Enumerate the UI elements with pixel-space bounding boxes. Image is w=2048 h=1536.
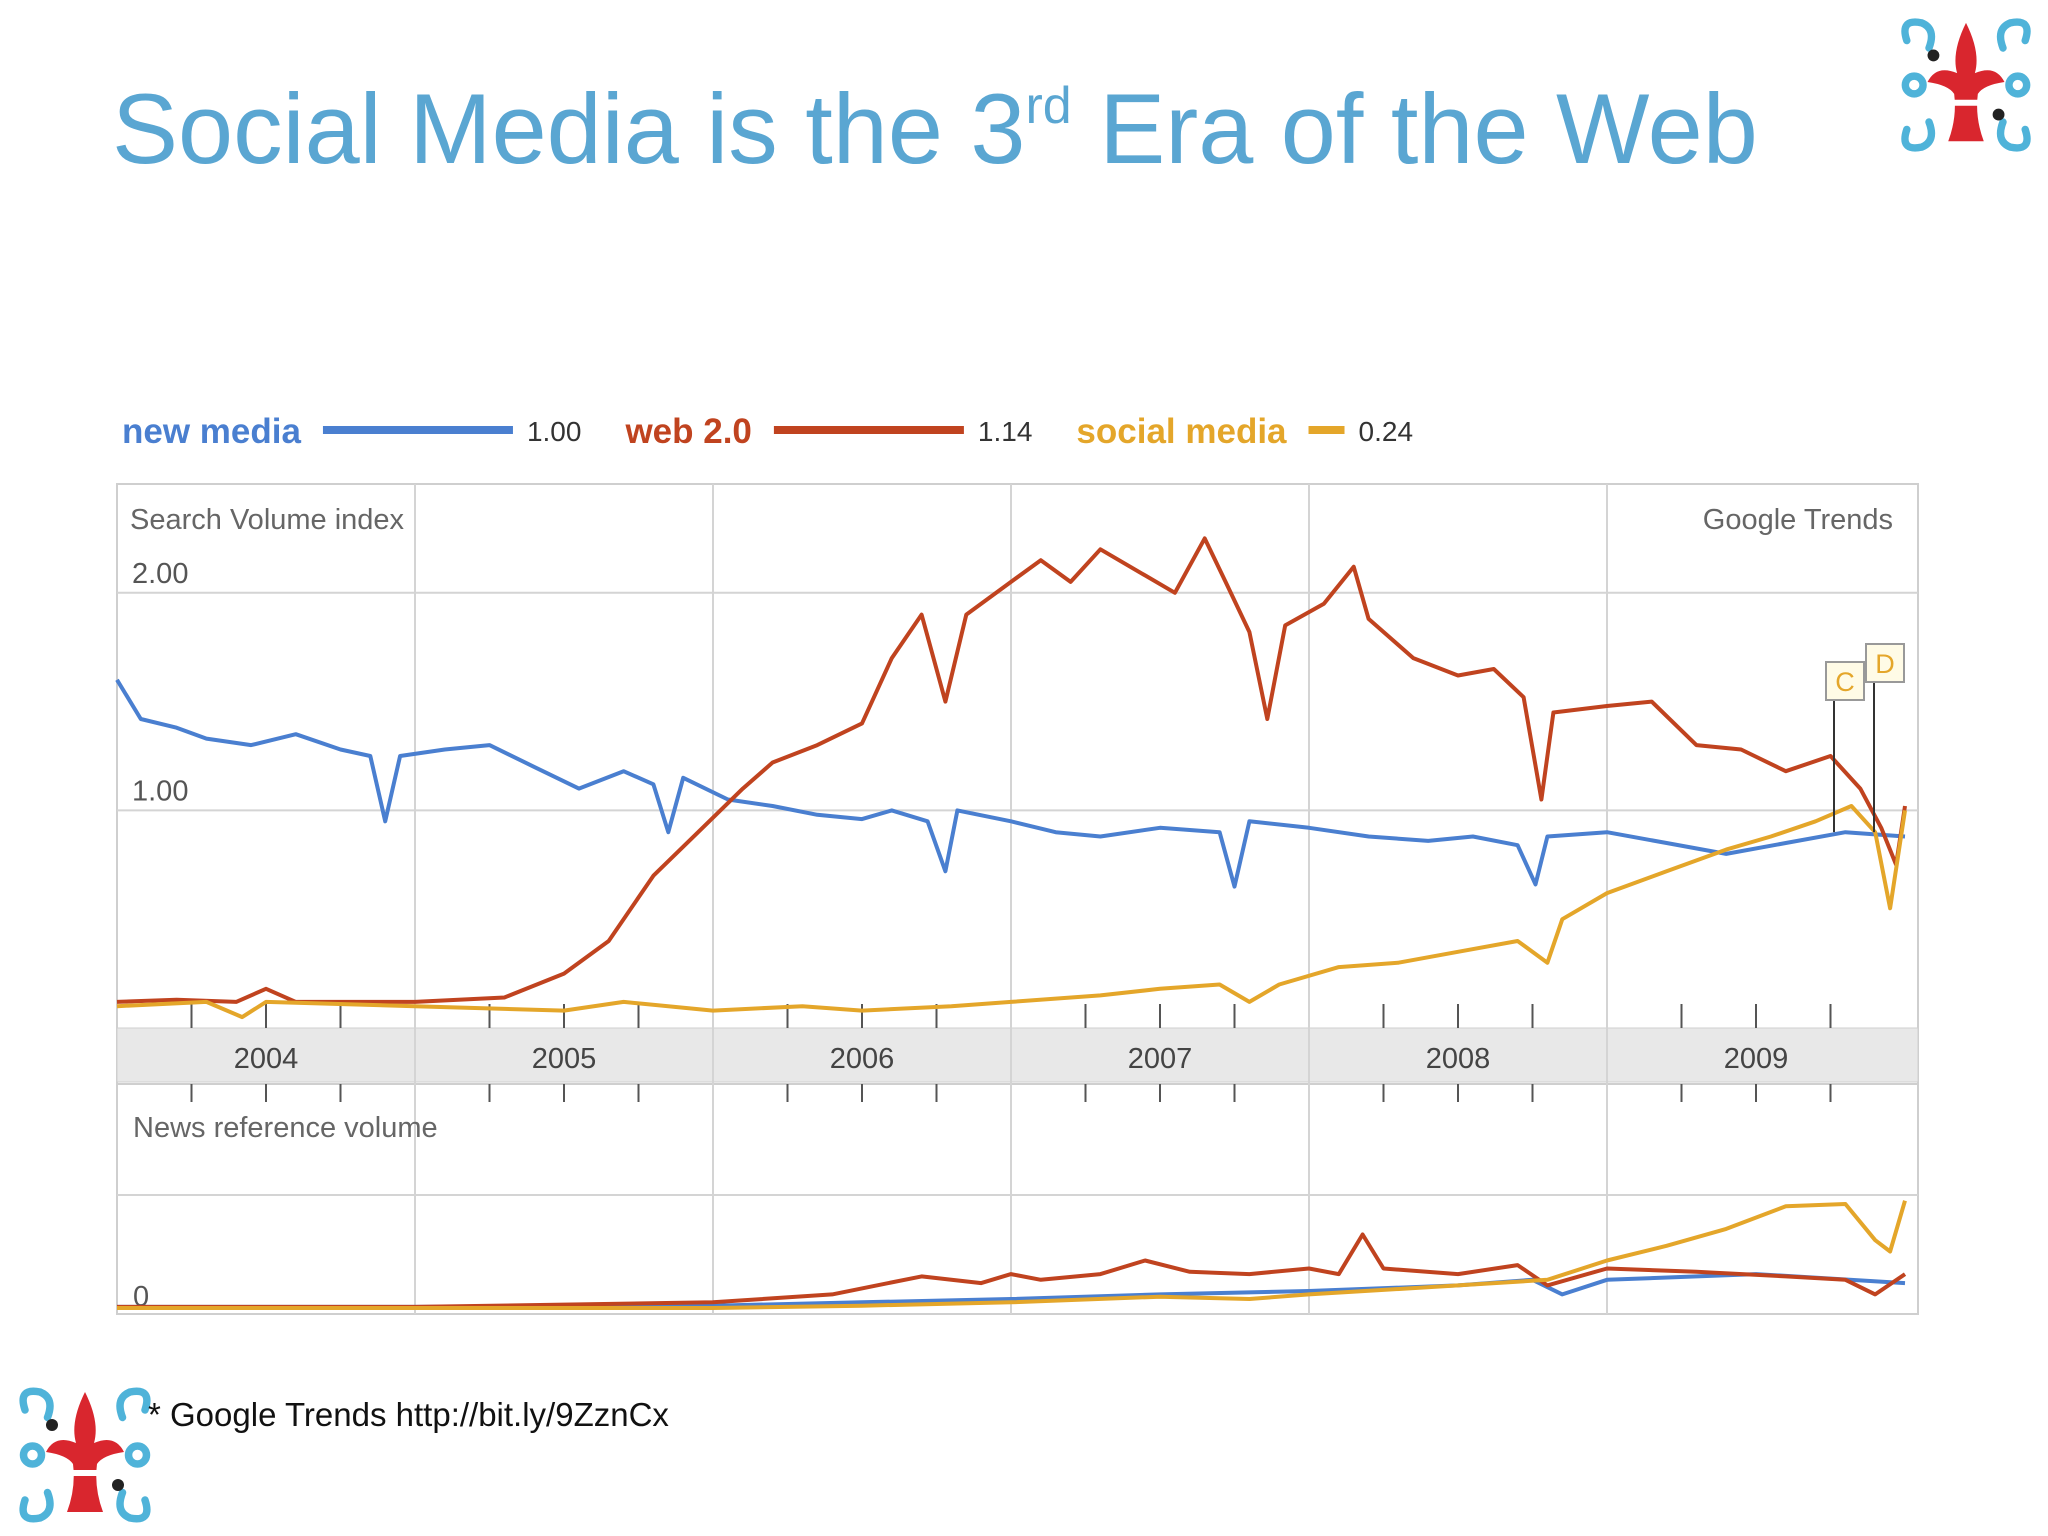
year-ticks bbox=[190, 1004, 1832, 1102]
legend-label-2: social media bbox=[1076, 412, 1287, 451]
year-label-2007: 2007 bbox=[1128, 1043, 1193, 1075]
chart-legend: new media 1.00 web 2.0 1.14 social media 0.24 bbox=[122, 412, 1413, 451]
annotation-label-D: D bbox=[1875, 649, 1895, 679]
legend-value-1: 1.14 bbox=[978, 416, 1033, 447]
year-label-2005: 2005 bbox=[532, 1043, 597, 1075]
year-band bbox=[116, 1027, 1919, 1083]
news-line-social-media bbox=[117, 1200, 1907, 1310]
fleur-de-lis-logo bbox=[1901, 18, 2031, 152]
search-line-social-media bbox=[116, 804, 1907, 1020]
legend-label-0: new media bbox=[122, 412, 301, 451]
year-label-2006: 2006 bbox=[830, 1043, 895, 1075]
legend-label-1: web 2.0 bbox=[624, 412, 751, 451]
news-volume-lines bbox=[117, 1200, 1907, 1310]
search-volume-lines bbox=[115, 536, 1907, 1020]
search-panel-title: Search Volume index bbox=[130, 504, 405, 536]
title-rest: Era of the Web bbox=[1071, 73, 1758, 184]
fleur-de-lis-logo-footer bbox=[19, 1387, 151, 1523]
annotation-flags: CD bbox=[1825, 643, 1905, 833]
gridlines bbox=[117, 484, 1918, 1314]
annotation-flag-C[interactable] bbox=[1825, 661, 1865, 701]
annotation-flag-D[interactable] bbox=[1865, 643, 1905, 683]
year-label-2008: 2008 bbox=[1426, 1043, 1491, 1075]
search-ytick-0: 1.00 bbox=[132, 775, 188, 807]
source-label: Google Trends bbox=[1703, 504, 1893, 536]
search-line-new-media bbox=[115, 678, 1906, 889]
year-label-2004: 2004 bbox=[234, 1043, 299, 1075]
title-superscript: rd bbox=[1025, 77, 1072, 135]
slide-title: Social Media is the 3rd Era of the Web bbox=[112, 72, 1758, 186]
news-line-web-20 bbox=[117, 1232, 1907, 1309]
annotation-label-C: C bbox=[1835, 667, 1855, 697]
source-footnote: * Google Trends http://bit.ly/9ZznCx bbox=[148, 1396, 669, 1433]
news-panel-title: News reference volume bbox=[133, 1112, 438, 1144]
search-panel-frame bbox=[116, 483, 1919, 1087]
title-main: Social Media is the 3 bbox=[112, 73, 1026, 184]
legend-value-0: 1.00 bbox=[527, 416, 582, 447]
year-label-2009: 2009 bbox=[1724, 1043, 1789, 1075]
legend-value-2: 0.24 bbox=[1359, 416, 1414, 447]
news-line-new-media bbox=[117, 1272, 1906, 1309]
search-ytick-1: 2.00 bbox=[132, 558, 188, 590]
search-line-web-20 bbox=[116, 536, 1907, 1004]
year-axis-labels: 2004 2005 2006 2007 2008 2009 bbox=[234, 1043, 1789, 1075]
